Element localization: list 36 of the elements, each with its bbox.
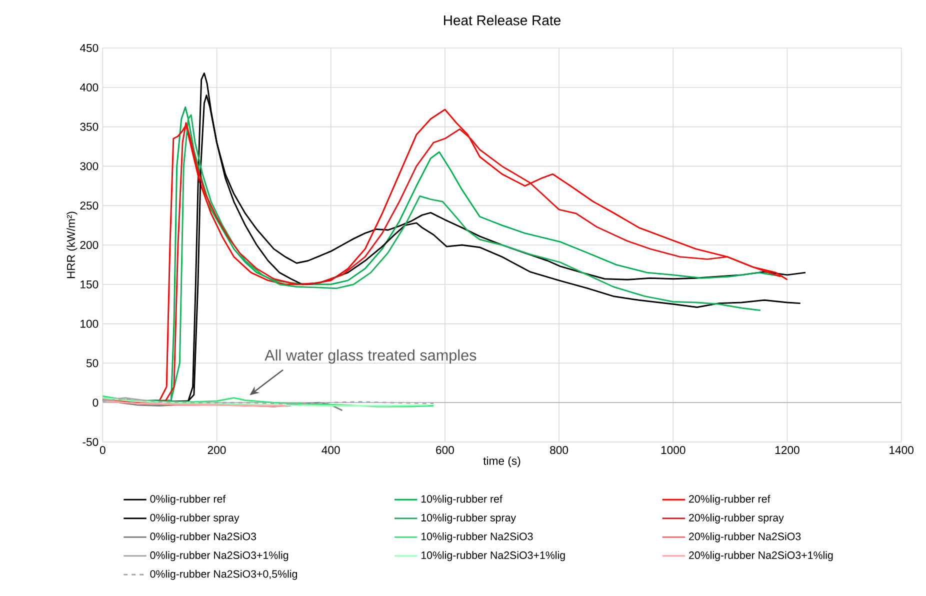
x-tick-label: 1000: [661, 446, 686, 454]
legend-label: 20%lig-rubber Na2SiO3: [689, 532, 801, 542]
x-tick-label: 600: [436, 446, 454, 454]
legend-label: 20%lig-rubber ref: [689, 494, 770, 505]
legend-label: 10%lig-rubber ref: [421, 494, 502, 505]
x-tick-label: 1200: [775, 446, 800, 454]
legend-label: 20%lig-rubber Na2SiO3+1%lig: [689, 551, 833, 562]
chart-title: Heat Release Rate: [444, 15, 560, 26]
legend-label: 0%lig-rubber spray: [150, 514, 240, 524]
annotation: All water glass treated samples: [264, 349, 476, 364]
legend-label: 10%lig-rubber Na2SiO3: [421, 532, 533, 542]
x-tick-label: 200: [208, 446, 226, 454]
y-tick-label: 0: [92, 398, 98, 407]
y-tick-label: 250: [80, 202, 98, 210]
legend-label: 0%lig-rubber ref: [150, 494, 226, 505]
legend-label: 0%lig-rubber Na2SiO3: [150, 532, 256, 542]
y-tick-label: 150: [80, 280, 98, 288]
y-axis-title: HRR (kW/m²): [66, 212, 78, 278]
y-tick-label: -50: [82, 438, 98, 446]
legend-label: 20%lig-rubber spray: [689, 514, 784, 524]
y-tick-label: 200: [80, 240, 98, 249]
y-tick-label: 50: [86, 359, 98, 368]
x-tick-label: 1400: [890, 446, 914, 454]
x-tick-label: 800: [550, 446, 568, 454]
y-tick-label: 300: [80, 162, 98, 170]
y-tick-label: 350: [80, 122, 98, 131]
x-tick-label: 400: [322, 446, 340, 454]
y-tick-label: 400: [80, 83, 98, 92]
y-tick-label: 100: [80, 320, 98, 328]
legend-label: 0%lig-rubber Na2SiO3+0,5%lig: [150, 570, 298, 580]
y-tick-label: 450: [80, 44, 98, 52]
legend-label: 0%lig-rubber Na2SiO3+1%lig: [150, 551, 288, 562]
legend-label: 10%lig-rubber Na2SiO3+1%lig: [421, 551, 565, 562]
legend-label: 10%lig-rubber spray: [421, 514, 516, 524]
x-tick-label: 0: [100, 446, 106, 454]
x-axis-title: time (s): [483, 456, 520, 468]
